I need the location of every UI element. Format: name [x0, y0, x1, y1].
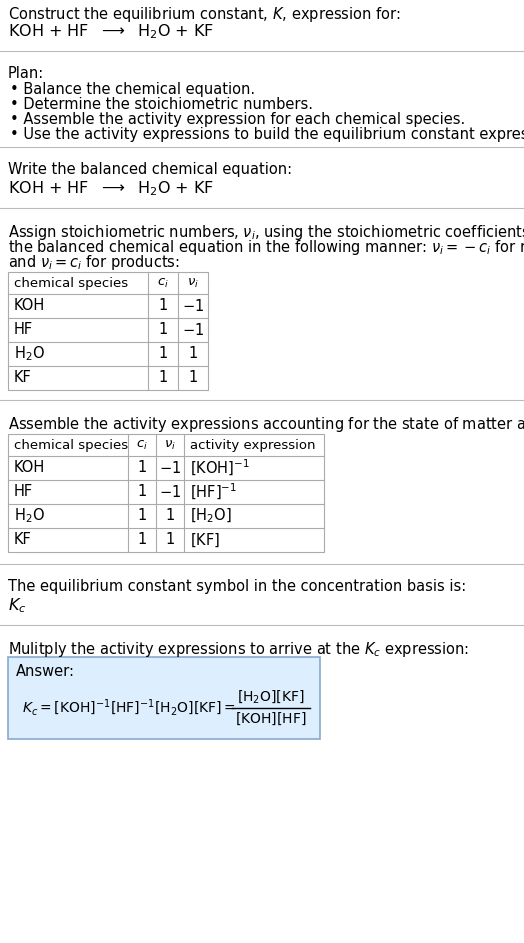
Text: 1: 1 [158, 299, 168, 313]
Text: the balanced chemical equation in the following manner: $\nu_i = -c_i$ for react: the balanced chemical equation in the fo… [8, 238, 524, 257]
Text: • Use the activity expressions to build the equilibrium constant expression.: • Use the activity expressions to build … [10, 127, 524, 142]
Text: HF: HF [14, 323, 33, 338]
Text: chemical species: chemical species [14, 276, 128, 290]
Text: HF: HF [14, 485, 33, 500]
Text: KOH: KOH [14, 460, 45, 475]
Text: $c_i$: $c_i$ [157, 276, 169, 290]
Text: KF: KF [14, 371, 32, 386]
Text: Plan:: Plan: [8, 66, 44, 81]
Text: $\nu_i$: $\nu_i$ [187, 276, 199, 290]
Text: 1: 1 [137, 460, 147, 475]
Text: $-1$: $-1$ [159, 460, 181, 476]
Text: 1: 1 [158, 346, 168, 361]
Text: activity expression: activity expression [190, 438, 315, 452]
Text: 1: 1 [166, 508, 174, 523]
Text: • Balance the chemical equation.: • Balance the chemical equation. [10, 82, 255, 97]
Text: Assemble the activity expressions accounting for the state of matter and $\nu_i$: Assemble the activity expressions accoun… [8, 415, 524, 434]
Text: Assign stoichiometric numbers, $\nu_i$, using the stoichiometric coefficients, $: Assign stoichiometric numbers, $\nu_i$, … [8, 223, 524, 242]
Text: KOH: KOH [14, 299, 45, 313]
Text: Mulitply the activity expressions to arrive at the $K_c$ expression:: Mulitply the activity expressions to arr… [8, 640, 469, 659]
Text: KF: KF [14, 533, 32, 548]
Text: $K_c = [\mathrm{KOH}]^{-1} [\mathrm{HF}]^{-1} [\mathrm{H_2O}] [\mathrm{KF}] =$: $K_c = [\mathrm{KOH}]^{-1} [\mathrm{HF}]… [22, 698, 236, 718]
Text: $[\mathrm{KOH}]^{-1}$: $[\mathrm{KOH}]^{-1}$ [190, 458, 250, 478]
Text: $\nu_i$: $\nu_i$ [164, 438, 176, 452]
Text: H$_2$O: H$_2$O [14, 344, 45, 363]
Text: $[\mathrm{H_2O}]$: $[\mathrm{H_2O}]$ [190, 506, 232, 525]
Text: Answer:: Answer: [16, 664, 75, 679]
Text: • Determine the stoichiometric numbers.: • Determine the stoichiometric numbers. [10, 97, 313, 112]
Text: The equilibrium constant symbol in the concentration basis is:: The equilibrium constant symbol in the c… [8, 579, 466, 594]
Text: • Assemble the activity expression for each chemical species.: • Assemble the activity expression for e… [10, 112, 465, 127]
Text: $-1$: $-1$ [182, 322, 204, 338]
Text: 1: 1 [166, 533, 174, 548]
Text: 1: 1 [137, 485, 147, 500]
Text: 1: 1 [137, 508, 147, 523]
Text: KOH + HF  $\longrightarrow$  H$_2$O + KF: KOH + HF $\longrightarrow$ H$_2$O + KF [8, 22, 214, 41]
Text: 1: 1 [158, 323, 168, 338]
Text: $[\mathrm{KF}]$: $[\mathrm{KF}]$ [190, 531, 220, 549]
Text: KOH + HF  $\longrightarrow$  H$_2$O + KF: KOH + HF $\longrightarrow$ H$_2$O + KF [8, 179, 214, 198]
Text: Construct the equilibrium constant, $K$, expression for:: Construct the equilibrium constant, $K$,… [8, 5, 401, 24]
Text: $-1$: $-1$ [159, 484, 181, 500]
Bar [8, 434, 324, 552]
Text: $c_i$: $c_i$ [136, 438, 148, 452]
Text: chemical species: chemical species [14, 438, 128, 452]
Text: and $\nu_i = c_i$ for products:: and $\nu_i = c_i$ for products: [8, 253, 180, 272]
Text: Write the balanced chemical equation:: Write the balanced chemical equation: [8, 162, 292, 177]
Text: $K_c$: $K_c$ [8, 596, 26, 615]
Text: 1: 1 [188, 346, 198, 361]
Text: 1: 1 [188, 371, 198, 386]
Text: $[\mathrm{KOH}][\mathrm{HF}]$: $[\mathrm{KOH}][\mathrm{HF}]$ [235, 711, 307, 727]
Text: $-1$: $-1$ [182, 298, 204, 314]
FancyBboxPatch shape [8, 657, 320, 739]
Text: $[\mathrm{HF}]^{-1}$: $[\mathrm{HF}]^{-1}$ [190, 482, 237, 502]
Text: 1: 1 [158, 371, 168, 386]
Text: $[\mathrm{H_2O}][\mathrm{KF}]$: $[\mathrm{H_2O}][\mathrm{KF}]$ [237, 688, 305, 705]
Bar [8, 272, 208, 390]
Text: H$_2$O: H$_2$O [14, 506, 45, 525]
Text: 1: 1 [137, 533, 147, 548]
